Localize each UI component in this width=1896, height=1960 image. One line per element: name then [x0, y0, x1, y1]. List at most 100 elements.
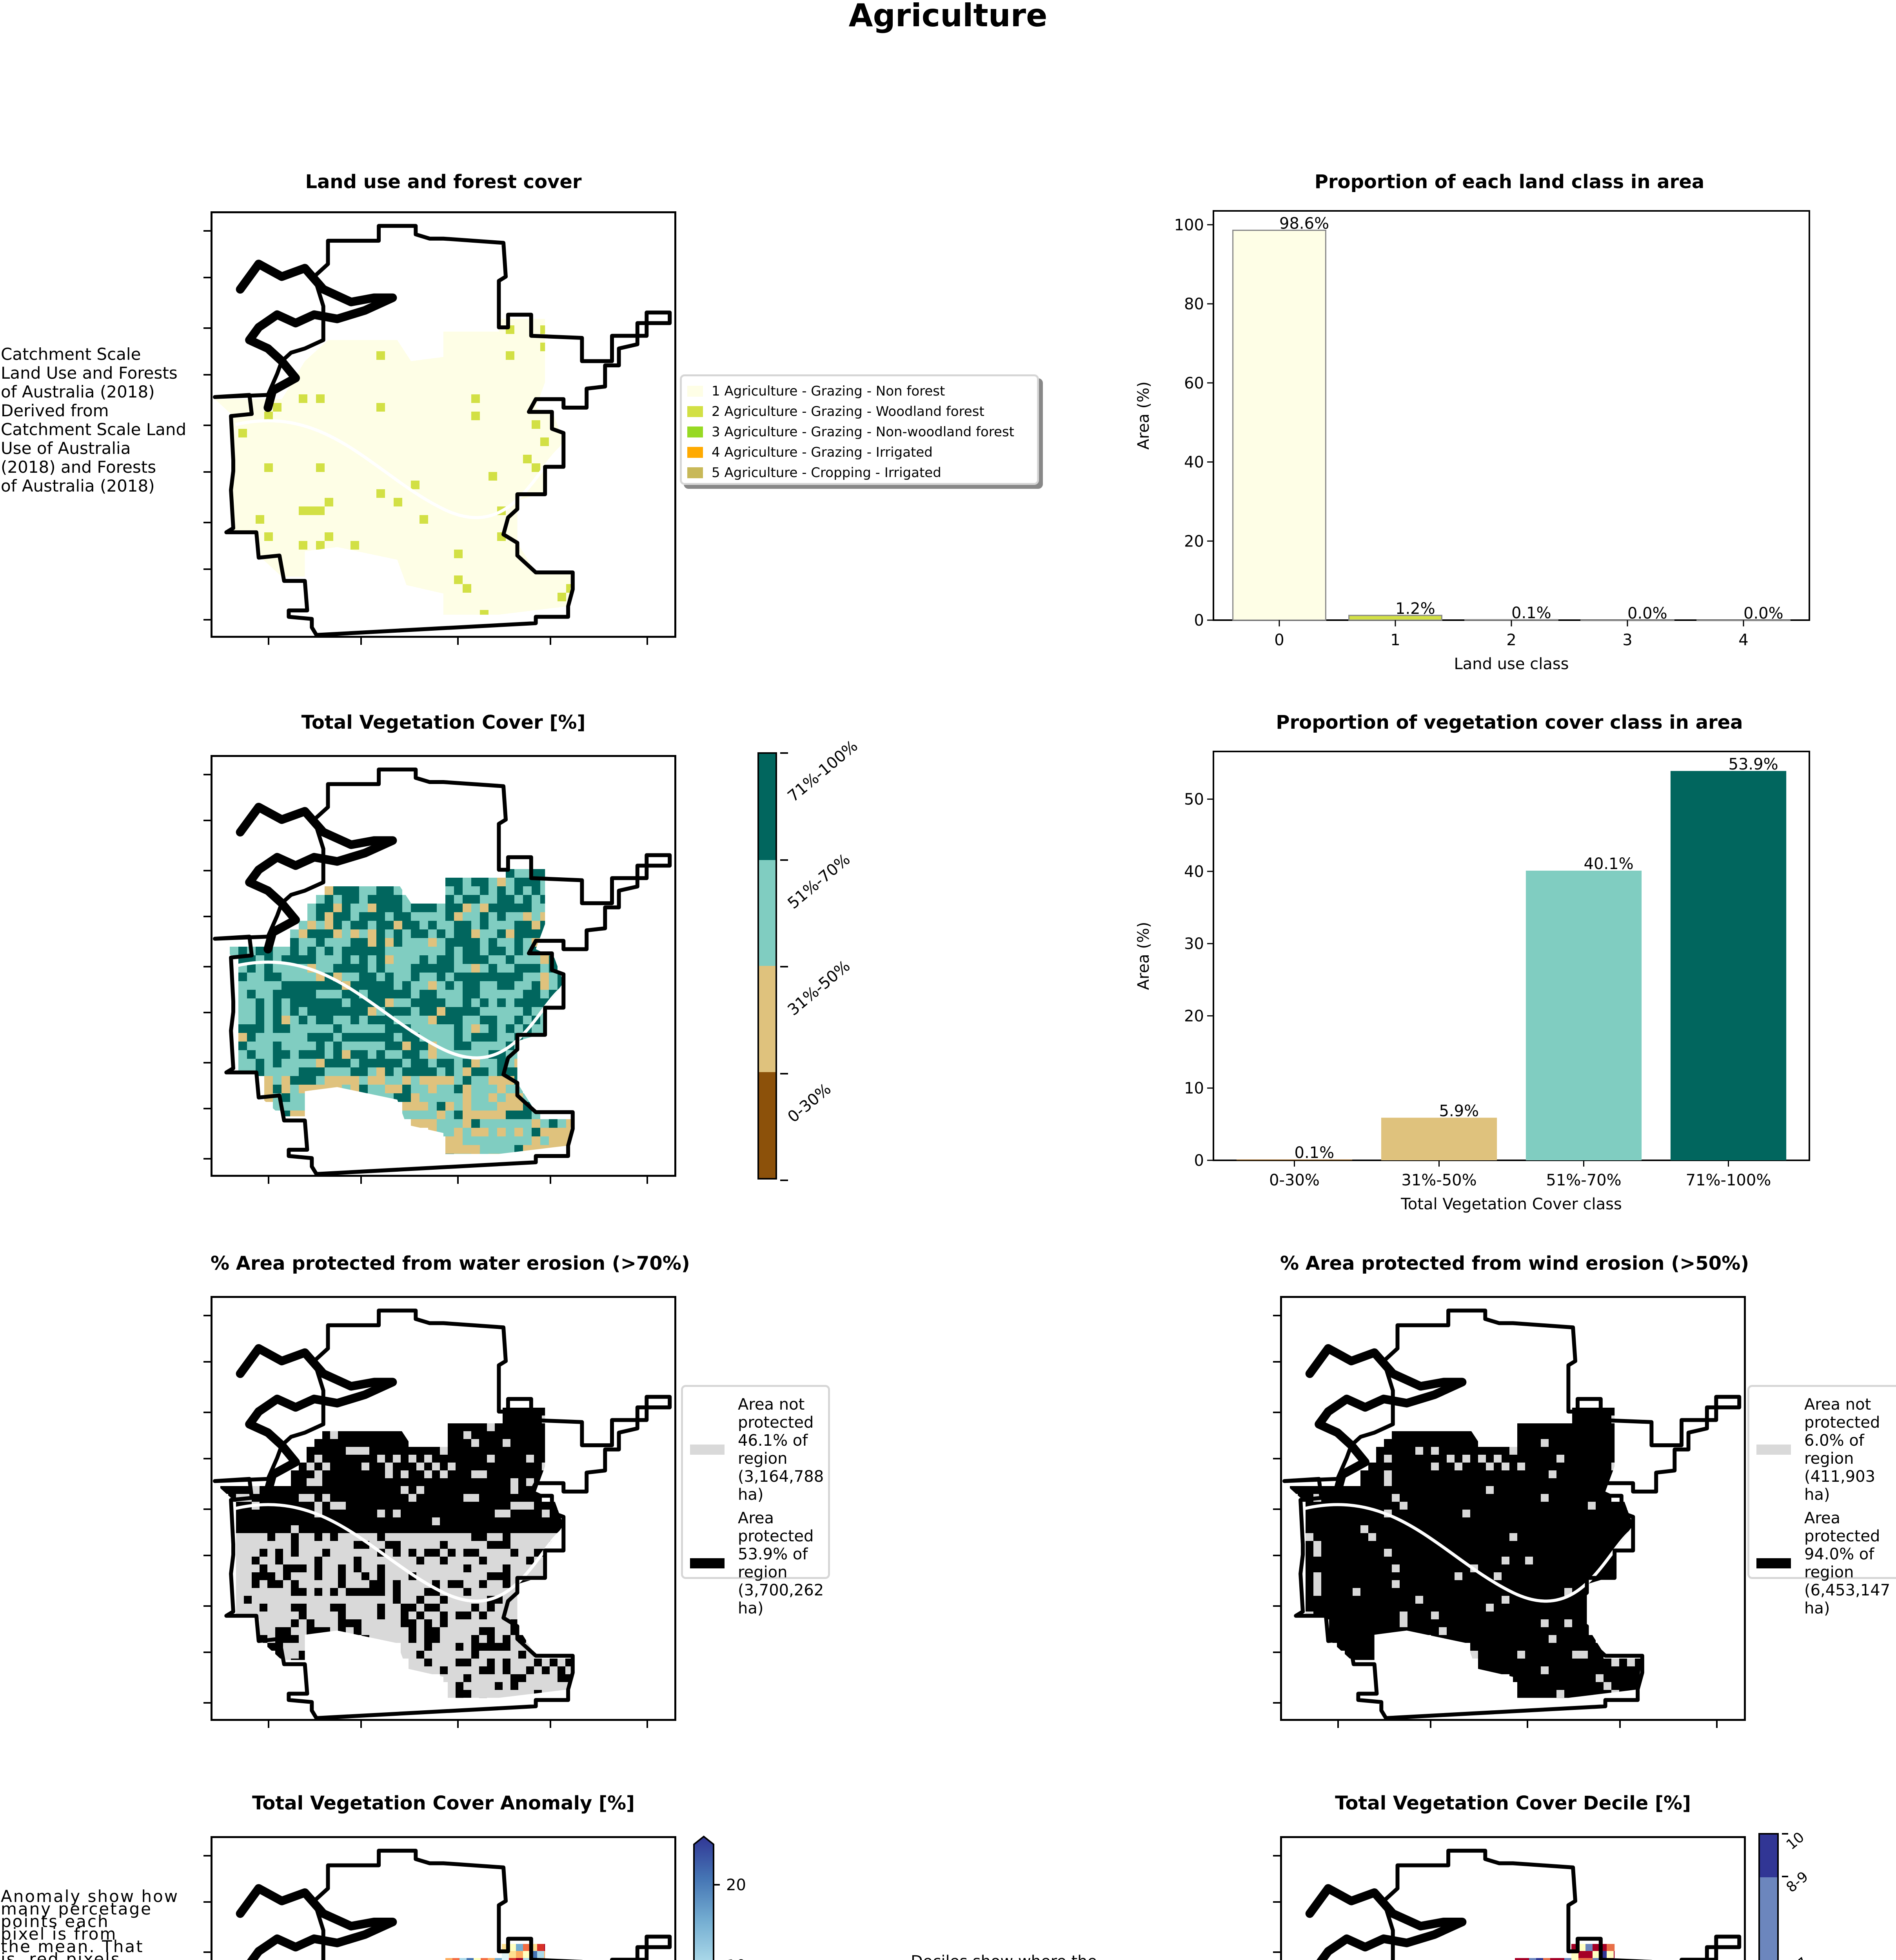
bar-value-label: 0.1%: [1295, 1144, 1335, 1162]
anomaly-colorbar: 20100−10−20: [693, 1835, 746, 1960]
colorbar-segment: [759, 966, 775, 1072]
colorbar-tick: [1782, 1833, 1788, 1835]
map-raster: [445, 1944, 551, 1960]
legend-swatch: [690, 1558, 725, 1568]
legend-item: 1 Agriculture - Grazing - Non forest: [682, 381, 1037, 401]
colorbar-tick: [780, 1180, 788, 1181]
y-tick-label: 20: [1184, 532, 1204, 550]
map-raster: [230, 869, 573, 1154]
map-y-tick: [203, 869, 211, 871]
map-y-tick: [203, 1605, 211, 1607]
coastline: [1305, 1344, 1467, 1496]
colorbar-segment: [759, 1072, 775, 1178]
map-y-tick: [203, 425, 211, 426]
region-boundary: [212, 224, 672, 636]
map-y-tick: [1273, 1555, 1280, 1557]
y-tick-label: 20: [1184, 1007, 1204, 1025]
map-y-tick: [203, 1555, 211, 1557]
legend-item: 2 Agriculture - Grazing - Woodland fores…: [682, 401, 1037, 422]
x-tick-label: 0: [1274, 631, 1284, 649]
map-x-tick: [647, 638, 648, 645]
map-y-tick: [1273, 1702, 1280, 1704]
map-x-tick: [549, 1721, 551, 1728]
x-axis-label: Total Vegetation Cover class: [1400, 1195, 1622, 1213]
map-x-tick: [360, 1721, 362, 1728]
bar: [1232, 229, 1326, 621]
legend-item: 4 Agriculture - Grazing - Irrigated: [682, 442, 1037, 463]
land-use-legend: 1 Agriculture - Grazing - Non forest 2 Ag…: [680, 374, 1039, 485]
land-class-bar-chart: 0 20 40 60 80 100 98.6% 0 1.2% 1 0.1% 2 0.0% 3 0.0% 4 La…: [1137, 210, 1810, 673]
bar: [1381, 1118, 1497, 1160]
legend-swatch: [690, 1445, 725, 1455]
map-y-tick: [1273, 1508, 1280, 1510]
bar-value-label: 0.0%: [1743, 604, 1783, 622]
map-raster: [220, 1408, 573, 1698]
legend-label: 2 Agriculture - Grazing - Woodland fores…: [712, 404, 984, 419]
anomaly-map: [203, 1836, 676, 1960]
map-y-tick: [203, 1651, 211, 1653]
colorbar-tick: [780, 966, 788, 967]
bar-value-label: 53.9%: [1729, 755, 1778, 773]
map-x-tick: [457, 638, 459, 645]
map-y-tick: [203, 916, 211, 918]
map-x-tick: [268, 1721, 270, 1728]
map-y-tick: [203, 819, 211, 821]
map-x-tick: [1716, 1721, 1718, 1728]
map-x-tick: [457, 1177, 459, 1184]
region-boundary: [1282, 1308, 1742, 1719]
legend-item: Area protected 53.9% of region (3,700,26…: [683, 1509, 828, 1617]
colorbar-label: 4-7: [1783, 1955, 1811, 1960]
anomaly-explanation: Anomaly show how many percetage points e…: [1, 1887, 179, 1960]
map-y-tick: [203, 966, 211, 967]
bar-value-label: 40.1%: [1584, 855, 1634, 873]
legend-item: Area protected 94.0% of region (6,453,14…: [1749, 1509, 1896, 1617]
map-y-tick: [203, 1951, 211, 1953]
plot-frame: [1213, 751, 1810, 1161]
x-tick-label: 31%-50%: [1401, 1171, 1476, 1189]
decile-colorbar: [1758, 1833, 1779, 1960]
legend-swatch: [687, 426, 703, 437]
map-y-tick: [1273, 1901, 1280, 1903]
legend-label: 5 Agriculture - Cropping - Irrigated: [712, 465, 941, 481]
x-tick-label: 4: [1738, 631, 1748, 649]
legend-label: Area protected 53.9% of region (3,700,26…: [738, 1509, 824, 1617]
legend-item: Area not protected 46.1% of region (3,16…: [683, 1396, 828, 1504]
map-x-tick: [549, 638, 551, 645]
y-tick-label: 40: [1184, 863, 1204, 881]
map-raster: [1515, 1944, 1621, 1960]
legend-item: 3 Agriculture - Grazing - Non-woodland f…: [682, 422, 1037, 442]
coastline: [236, 802, 397, 954]
coastline: [236, 1884, 397, 1960]
decile-map: [1273, 1836, 1746, 1960]
colorbar-segment: [1760, 1835, 1777, 1877]
legend-label: Area not protected 6.0% of region (411,9…: [1804, 1396, 1880, 1504]
colorbar-label: 51%-70%: [784, 850, 854, 913]
map-canvas: [1282, 1308, 1742, 1719]
bar-value-label: 98.6%: [1279, 214, 1329, 232]
colorbar-segment: [759, 860, 775, 966]
anomaly-map-title: Total Vegetation Cover Anomaly [%]: [252, 1792, 635, 1814]
legend-swatch: [1756, 1445, 1791, 1455]
river-line: [235, 419, 565, 519]
map-y-tick: [203, 1108, 211, 1110]
map-y-tick: [1273, 1651, 1280, 1653]
map-x-tick: [1619, 1721, 1621, 1728]
legend-swatch: [1756, 1558, 1791, 1568]
map-y-tick: [203, 1314, 211, 1316]
wind-erosion-map: [1273, 1296, 1746, 1728]
map-x-tick: [549, 1177, 551, 1184]
map-x-tick: [360, 1177, 362, 1184]
map-x-tick: [647, 1721, 648, 1728]
map-y-tick: [203, 1855, 211, 1857]
river-line: [235, 960, 565, 1060]
land-use-map-title: Land use and forest cover: [305, 171, 582, 193]
legend-label: 3 Agriculture - Grazing - Non-woodland f…: [712, 424, 1015, 440]
y-tick-label: 40: [1184, 454, 1204, 472]
colorbar-label: 8-9: [1783, 1869, 1812, 1896]
x-tick-label: 1: [1390, 631, 1400, 649]
colorbar-tick-label: 20: [726, 1876, 746, 1894]
bar-value-label: 0.0%: [1627, 604, 1667, 622]
x-tick-label: 2: [1506, 631, 1516, 649]
colorbar-tick: [1782, 1876, 1788, 1878]
legend-label: 4 Agriculture - Grazing - Irrigated: [712, 445, 933, 460]
